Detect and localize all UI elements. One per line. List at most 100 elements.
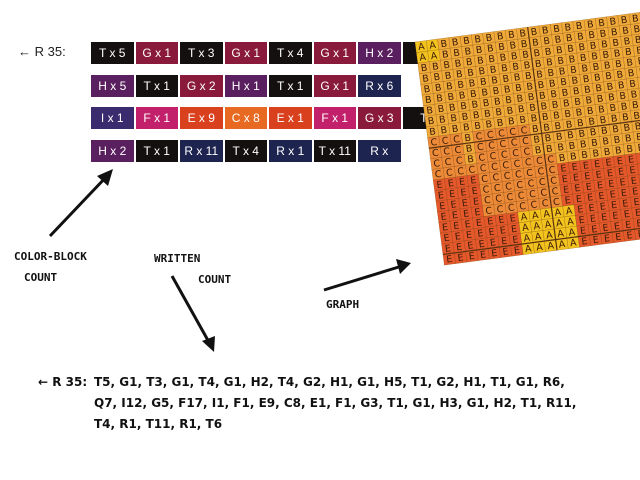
graph-letter: C — [507, 202, 515, 214]
graph-letter: B — [588, 116, 596, 128]
graph-letter: C — [483, 195, 491, 207]
graph-letter: B — [443, 60, 451, 72]
graph-letter: C — [475, 131, 483, 143]
graph-letter: B — [605, 71, 613, 83]
graph-letter: B — [496, 117, 504, 129]
color-block-label: COLOR-BLOCK — [14, 250, 87, 263]
graph-letter: B — [584, 84, 592, 96]
graph-letter: B — [486, 43, 494, 55]
graph-letter: B — [592, 148, 600, 160]
graph-letter: B — [637, 142, 640, 154]
graph-letter: E — [440, 211, 447, 223]
color-block: R x 6 — [357, 73, 402, 98]
graph-letter: B — [453, 48, 461, 60]
graph-letter: B — [475, 45, 483, 57]
graph-cell — [637, 162, 640, 175]
graph-letter: E — [458, 177, 465, 189]
graph-letter: C — [431, 148, 439, 160]
graph-letter: B — [424, 95, 432, 107]
graph-letter: E — [577, 204, 584, 216]
graph-letter: B — [491, 75, 499, 87]
graph-letter: E — [470, 175, 477, 187]
graph-letter: B — [523, 60, 531, 72]
graph-letter: C — [552, 196, 560, 208]
graph-letter: C — [433, 158, 441, 170]
graph-letter: B — [592, 62, 600, 74]
graph-letter: C — [489, 151, 497, 163]
graph-letter: C — [486, 130, 494, 142]
graph-letter: C — [516, 180, 524, 192]
color-block: E x 9 — [179, 106, 224, 130]
graph-letter: B — [554, 34, 562, 46]
graph-letter: B — [636, 45, 640, 57]
graph-letter: B — [496, 31, 504, 43]
written-count-label: COUNT — [198, 273, 232, 286]
graph-letter: B — [562, 98, 570, 110]
color-block: R x — [357, 138, 402, 163]
graph-letter: A — [555, 218, 563, 230]
graph-letter: B — [588, 30, 596, 42]
graph-letter: B — [596, 94, 604, 106]
graph-letter: B — [623, 122, 631, 134]
graph-letter: C — [479, 163, 487, 175]
row-label: ← R 35: — [18, 44, 66, 59]
graph-letter: B — [420, 63, 428, 75]
graph-guide-line — [442, 221, 640, 256]
graph-letter: B — [499, 52, 507, 64]
color-block: H x 5 — [90, 73, 135, 98]
color-block: G x 1 — [134, 41, 179, 65]
graph-letter: E — [601, 212, 608, 224]
graph-letter: B — [515, 83, 523, 95]
graph-letter: B — [551, 99, 559, 111]
graph-letter: A — [534, 231, 542, 243]
color-block: F x 1 — [134, 106, 179, 130]
graph-letter: B — [423, 84, 431, 96]
graph-letter: E — [468, 251, 475, 263]
graph-letter: B — [575, 21, 583, 33]
graph-letter: B — [564, 109, 572, 121]
graph-label: GRAPH — [326, 298, 360, 311]
graph-letter: C — [485, 205, 493, 217]
graph-letter: A — [558, 239, 566, 251]
graph-letter: B — [465, 143, 473, 155]
graph-letter: B — [639, 66, 640, 78]
graph-letter: A — [430, 50, 438, 62]
graph-letter: B — [434, 82, 442, 94]
graph-letter: B — [501, 63, 509, 75]
color-block: E x 1 — [268, 106, 313, 130]
graph-letter: A — [522, 222, 530, 234]
color-block: H x 2 — [90, 138, 135, 163]
graph-letter: E — [630, 176, 637, 188]
graph-letter: B — [522, 49, 530, 61]
graph-letter: B — [591, 137, 599, 149]
graph-letter: E — [589, 213, 596, 225]
graph-letter: B — [464, 46, 472, 58]
graph-letter: B — [474, 34, 482, 46]
graph-letter: E — [591, 224, 598, 236]
graph-letter: E — [588, 203, 595, 215]
graph-letter: C — [499, 139, 507, 151]
graph-letter: C — [443, 146, 451, 158]
graph-letter: C — [514, 169, 522, 181]
graph-letter: B — [553, 110, 561, 122]
graph-letter: C — [445, 167, 453, 179]
graph-letter: B — [603, 147, 611, 159]
graph-letter: E — [443, 233, 450, 245]
graph-letter: C — [527, 178, 535, 190]
graph-letter: C — [548, 165, 556, 177]
graph-letter: C — [512, 148, 520, 160]
graph-letter: B — [513, 72, 521, 84]
graph-letter: C — [441, 135, 449, 147]
color-block: T x 4 — [268, 41, 313, 65]
graph-letter: B — [602, 136, 610, 148]
graph-letter: B — [624, 47, 632, 59]
graph-letter: B — [526, 81, 534, 93]
graph-letter: E — [447, 178, 454, 190]
graph-letter: A — [523, 233, 531, 245]
graph-letter: E — [579, 225, 586, 237]
graph-letter: C — [454, 145, 462, 157]
written-count-line: T5, G1, T3, G1, T4, G1, H2, T4, G2, H1, … — [94, 375, 565, 389]
graph-letter: B — [541, 112, 549, 124]
graph-letter: C — [503, 171, 511, 183]
graph-letter: E — [575, 194, 582, 206]
